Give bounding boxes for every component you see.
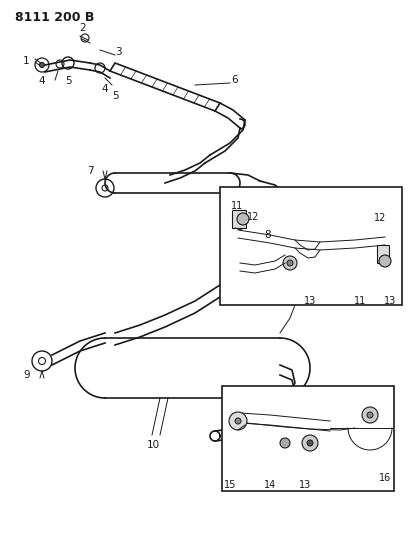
Circle shape: [237, 213, 249, 225]
Bar: [220, 187, 402, 305]
Circle shape: [362, 407, 378, 423]
Text: 8: 8: [265, 230, 271, 240]
Circle shape: [379, 255, 391, 267]
Text: 6: 6: [232, 75, 238, 85]
Text: 16: 16: [379, 473, 391, 483]
Text: 9: 9: [24, 370, 30, 380]
Text: 11: 11: [354, 296, 366, 306]
Text: 2: 2: [80, 23, 86, 33]
Circle shape: [283, 256, 297, 270]
Text: 12: 12: [247, 212, 259, 222]
Text: 11: 11: [231, 201, 243, 211]
Text: 1: 1: [23, 56, 29, 66]
Circle shape: [280, 438, 290, 448]
Circle shape: [302, 435, 318, 451]
Circle shape: [287, 260, 293, 266]
Text: 13: 13: [304, 296, 316, 306]
Text: 13: 13: [384, 296, 396, 306]
Text: 4: 4: [39, 76, 45, 86]
Text: 5: 5: [65, 76, 72, 86]
Text: 8111 200 B: 8111 200 B: [15, 11, 95, 24]
Circle shape: [367, 412, 373, 418]
Text: 4: 4: [102, 84, 109, 94]
Circle shape: [229, 412, 247, 430]
Text: 3: 3: [115, 47, 121, 57]
Text: 15: 15: [224, 480, 236, 490]
Circle shape: [307, 440, 313, 446]
Text: 10: 10: [146, 440, 159, 450]
Circle shape: [39, 62, 44, 68]
Text: 13: 13: [299, 480, 311, 490]
Bar: [377, 245, 389, 263]
Text: 12: 12: [374, 213, 386, 223]
Circle shape: [235, 418, 241, 424]
Text: 14: 14: [264, 480, 276, 490]
Bar: [222, 386, 394, 491]
Text: 5: 5: [112, 91, 118, 101]
Text: 7: 7: [87, 166, 93, 176]
Bar: [232, 210, 246, 228]
